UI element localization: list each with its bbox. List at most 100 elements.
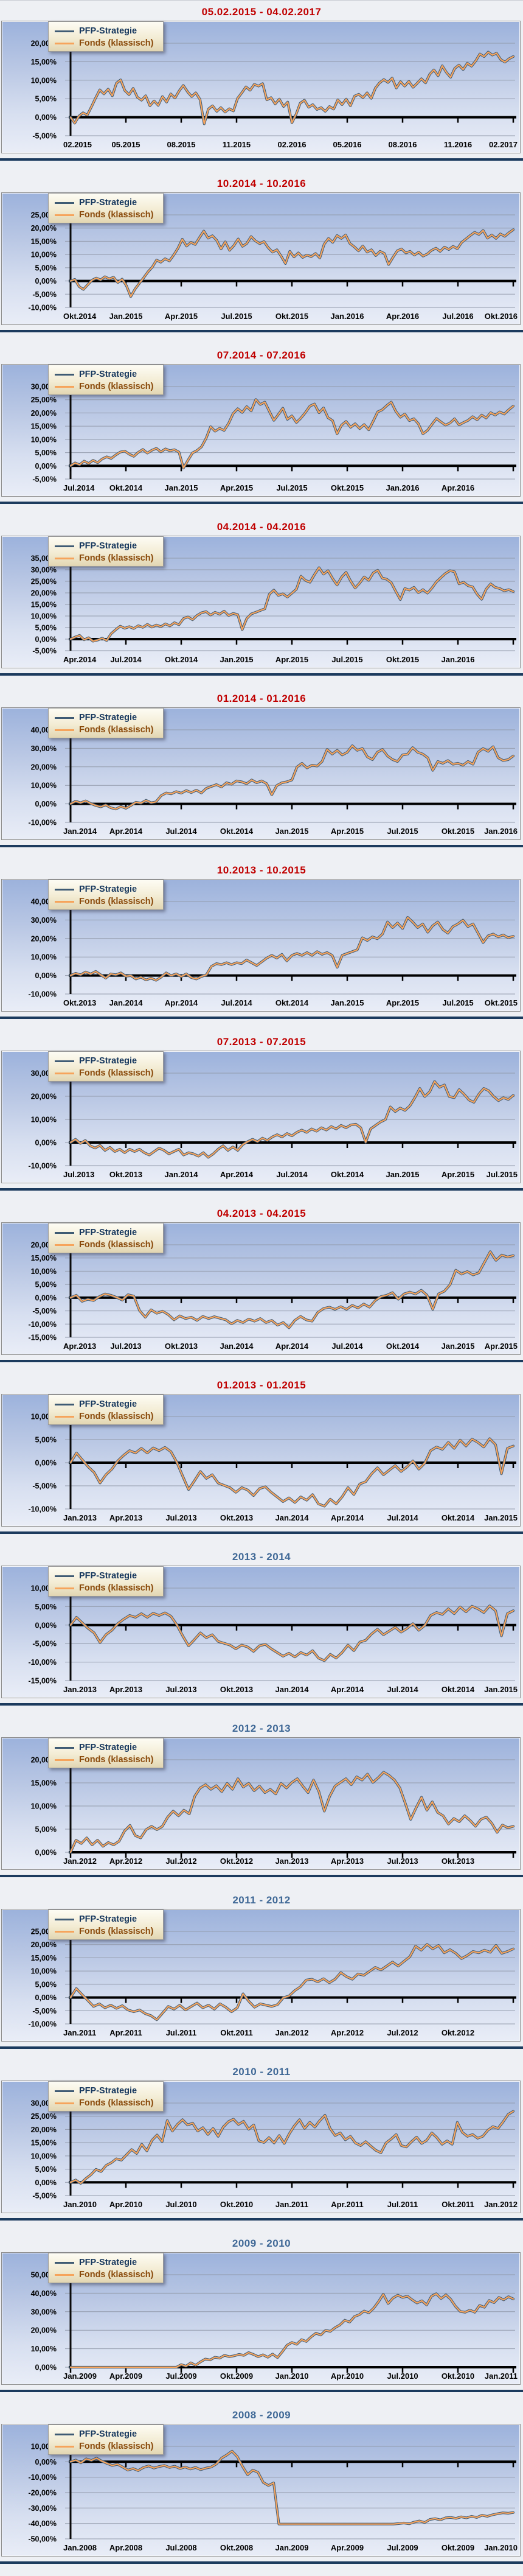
chart-section-2010-2011: 2010 - 2011 30,00% 25,00% 20,00% 15,00% 10,00… <box>0 2060 523 2232</box>
pfp-line-swatch-icon <box>55 1231 74 1234</box>
y-axis-tick-label: 0,00% <box>35 1139 57 1147</box>
fonds-line-swatch-icon <box>55 42 74 44</box>
x-axis-tick-label: Jan.2013 <box>275 1857 309 1866</box>
chart-title: 2011 - 2012 <box>232 1894 291 1906</box>
y-axis-tick-label: -5,00% <box>32 132 57 141</box>
legend: PFP-Strategie Fonds (klassisch) <box>48 536 164 567</box>
y-axis-tick-label: 40,00% <box>31 2289 57 2298</box>
y-axis-tick-label: 0,00% <box>35 2179 57 2187</box>
x-axis-tick-label: 02.2017 <box>489 140 518 149</box>
x-axis-tick-label: Jan.2014 <box>63 827 97 836</box>
x-axis-tick-label: Jul.2009 <box>387 2543 418 2552</box>
section-divider <box>0 502 523 504</box>
x-axis-tick-label: Okt.2012 <box>220 1857 253 1866</box>
pfp-line-swatch-icon <box>55 2090 74 2092</box>
legend-label: Fonds (klassisch) <box>79 553 154 563</box>
y-axis-tick-label: 20,00% <box>31 2326 57 2335</box>
legend-label: PFP-Strategie <box>79 1228 137 1237</box>
x-axis-tick-label: Apr.2012 <box>331 2028 364 2037</box>
x-axis-tick-label: Okt.2011 <box>442 2200 474 2209</box>
pfp-line-swatch-icon <box>55 1575 74 1577</box>
y-axis-tick-label: 0,00% <box>35 1849 57 1857</box>
x-axis-tick-label: Jan.2016 <box>484 827 518 836</box>
fonds-line-swatch-icon <box>55 2102 74 2104</box>
pfp-line-swatch-icon <box>55 2433 74 2435</box>
x-axis-tick-label: Jan.2009 <box>275 2543 309 2552</box>
legend-item-fonds-klassisch: Fonds (klassisch) <box>55 2097 163 2109</box>
y-axis-tick-label: 20,00% <box>31 1093 57 1101</box>
x-axis-tick-label: Okt.2015 <box>442 827 474 836</box>
chart-plot: 40,00%30,00%20,00%10,00%0,00%-10,00%Jan.… <box>28 721 518 836</box>
x-axis-tick-label: Jan.2011 <box>485 2371 518 2381</box>
chart-section-2012-2013: 2012 - 2013 20,00% 15,00% 10,00% 5,00% 0,00% J… <box>0 1717 523 1889</box>
chart-title: 07.2013 - 07.2015 <box>216 1036 307 1048</box>
x-axis-tick-label: Jul.2014 <box>165 827 197 836</box>
x-axis-tick-label: Jul.2014 <box>221 998 252 1007</box>
x-axis-tick-label: Jan.2014 <box>165 1170 199 1179</box>
fonds-line-swatch-icon <box>55 2273 74 2276</box>
y-axis-tick-label: 30,00% <box>31 744 57 753</box>
series-line-fonds-klassisch <box>69 51 514 125</box>
y-axis-tick-label: 10,00% <box>31 782 57 790</box>
legend: PFP-Strategie Fonds (klassisch) <box>48 2424 164 2455</box>
y-axis-tick-label: -15,00% <box>28 1677 57 1685</box>
legend: PFP-Strategie Fonds (klassisch) <box>48 2081 164 2112</box>
y-axis-tick-label: -10,00% <box>28 2473 57 2482</box>
chart-title: 2012 - 2013 <box>232 1723 291 1734</box>
x-axis-tick-label: Jan.2008 <box>63 2543 97 2552</box>
legend-item-fonds-klassisch: Fonds (klassisch) <box>55 1754 163 1766</box>
legend: PFP-Strategie Fonds (klassisch) <box>48 1223 164 1253</box>
series-line-fonds-klassisch <box>69 1438 514 1507</box>
chart-panel: 25,00% 20,00% 15,00% 10,00% 5,00% 0,00% -5,00%… <box>1 192 521 325</box>
y-axis-tick-label: -20,00% <box>28 2489 57 2497</box>
y-axis-tick-label: 20,00% <box>31 409 57 418</box>
legend-item-pfp-strategie: PFP-Strategie <box>55 368 163 380</box>
y-axis-tick-label: 25,00% <box>31 2112 57 2121</box>
x-axis-tick-label: Okt.2015 <box>331 483 364 492</box>
y-axis-tick-label: 15,00% <box>31 58 57 66</box>
x-axis-tick-label: Jul.2013 <box>165 1513 196 1522</box>
legend-item-pfp-strategie: PFP-Strategie <box>55 25 163 37</box>
chart-section-04-2013-04-2015: 04.2013 - 04.2015 20,00% 15,00% 10,00% 5,00%… <box>0 1202 523 1374</box>
legend: PFP-Strategie Fonds (klassisch) <box>48 21 164 52</box>
x-axis-tick-label: 05.2015 <box>112 140 140 149</box>
legend: PFP-Strategie Fonds (klassisch) <box>48 1738 164 1768</box>
y-axis-tick-label: 0,00% <box>35 1293 57 1302</box>
x-axis-tick-label: Jul.2016 <box>442 312 473 321</box>
y-axis-tick-label: 20,00% <box>31 763 57 771</box>
section-divider <box>0 2218 523 2221</box>
chart-panel: 35,00% 30,00% 25,00% 20,00% 15,00% 10,00% 5,00… <box>1 536 521 668</box>
chart-panel: 10,00% 0,00% -10,00% -20,00% -30,00% -40,00% -… <box>1 2424 521 2557</box>
x-axis-tick-label: 08.2016 <box>389 140 417 149</box>
y-axis-tick-label: 10,00% <box>31 435 57 444</box>
x-axis-tick-label: Apr.2011 <box>331 2200 364 2209</box>
x-axis-tick-label: Jul.2010 <box>165 2200 196 2209</box>
x-axis-tick-label: 02.2016 <box>278 140 307 149</box>
series-line-fonds-klassisch <box>69 567 514 642</box>
legend-item-pfp-strategie: PFP-Strategie <box>55 1913 163 1925</box>
section-divider <box>0 158 523 161</box>
x-axis-tick-label: Jul.2011 <box>166 2028 197 2037</box>
x-axis-tick-label: Jul.2008 <box>165 2543 196 2552</box>
fonds-line-swatch-icon <box>55 1759 74 1761</box>
legend-item-pfp-strategie: PFP-Strategie <box>55 1570 163 1582</box>
x-axis-tick-label: Apr.2014 <box>275 1342 309 1351</box>
y-axis-tick-label: 15,00% <box>31 1954 57 1962</box>
series-line-pfp-strategie <box>69 2110 515 2185</box>
chart-section-07-2013-07-2015: 07.2013 - 07.2015 30,00% 20,00% 10,00% 0,00%… <box>0 1031 523 1202</box>
x-axis-tick-label: Apr.2015 <box>331 827 364 836</box>
chart-panel: 20,00% 15,00% 10,00% 5,00% 0,00% Jan.2012 Apr.… <box>1 1737 521 1870</box>
chart-title: 05.02.2015 - 04.02.2017 <box>201 6 322 18</box>
x-axis-tick-label: Jul.2009 <box>165 2371 196 2381</box>
x-axis-tick-label: Jan.2015 <box>386 1170 420 1179</box>
chart-section-2008-2009: 2008 - 2009 10,00% 0,00% -10,00% -20,00% -30,… <box>0 2404 523 2575</box>
x-axis-tick-label: Jan.2010 <box>275 2371 309 2381</box>
x-axis-tick-label: Apr.2015 <box>442 1170 474 1179</box>
legend-item-pfp-strategie: PFP-Strategie <box>55 883 163 895</box>
x-axis-tick-label: Jan.2010 <box>63 2200 97 2209</box>
x-axis-tick-label: Okt.2014 <box>63 312 97 321</box>
x-axis-tick-label: Okt.2013 <box>442 1857 474 1866</box>
section-divider <box>0 1188 523 1191</box>
x-axis-tick-label: Apr.2013 <box>109 1685 142 1694</box>
legend: PFP-Strategie Fonds (klassisch) <box>48 365 164 395</box>
